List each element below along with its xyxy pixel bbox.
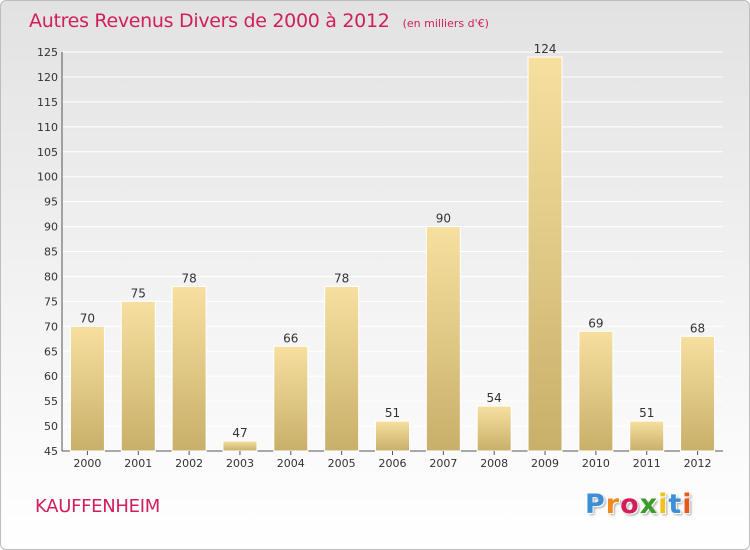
y-tick-label: 50 (44, 420, 58, 433)
logo-letter: r (605, 489, 621, 520)
data-label: 75 (131, 286, 146, 300)
data-label: 124 (534, 42, 557, 56)
bar (578, 330, 614, 452)
bar (629, 420, 665, 452)
x-tick-label: 2009 (531, 457, 559, 470)
y-tick-label: 115 (37, 96, 58, 109)
y-tick-label: 95 (44, 196, 58, 209)
y-tick-label: 105 (37, 146, 58, 159)
data-label: 51 (639, 406, 654, 420)
data-label: 70 (80, 311, 95, 325)
data-label: 47 (232, 426, 247, 440)
data-label: 68 (690, 321, 705, 335)
bar (273, 345, 309, 452)
logo-letter: P (585, 489, 606, 520)
location-label: KAUFFENHEIM (35, 496, 160, 517)
x-tick-label: 2012 (684, 457, 712, 470)
y-tick-label: 110 (37, 121, 58, 134)
y-tick-label: 85 (44, 246, 58, 259)
proxiti-logo: Proxiti (585, 489, 693, 520)
y-tick-label: 70 (44, 320, 58, 333)
logo-letter: x (639, 489, 659, 520)
unit-label: (en milliers d'€) (402, 17, 489, 30)
x-tick-label: 2006 (379, 457, 407, 470)
y-tick-label: 65 (44, 345, 58, 358)
logo-letter: i (658, 489, 669, 520)
x-tick-label: 2004 (277, 457, 305, 470)
x-tick-label: 2000 (73, 457, 101, 470)
y-tick-label: 100 (37, 171, 58, 184)
data-label: 78 (181, 271, 196, 285)
chart-title: Autres Revenus Divers de 2000 à 2012 (en… (29, 10, 489, 32)
title-text: Autres Revenus Divers de 2000 à 2012 (29, 10, 390, 32)
y-tick-label: 60 (44, 370, 58, 383)
x-tick-label: 2011 (633, 457, 661, 470)
y-tick-label: 125 (37, 46, 58, 59)
x-tick-label: 2003 (226, 457, 254, 470)
bar (476, 405, 512, 452)
bar (425, 226, 461, 452)
logo-letter: t (668, 489, 683, 520)
bar (375, 420, 410, 452)
x-tick-label: 2005 (328, 457, 356, 470)
bar (222, 440, 258, 452)
y-tick-label: 120 (37, 71, 58, 84)
y-tick-label: 75 (44, 295, 58, 308)
x-tick-label: 2007 (429, 457, 457, 470)
bar (680, 335, 716, 452)
bar (69, 325, 105, 452)
y-tick-label: 80 (44, 270, 58, 283)
x-tick-label: 2001 (124, 457, 152, 470)
y-tick-label: 45 (44, 445, 58, 458)
bar (324, 285, 360, 452)
logo-letter: i (682, 489, 693, 520)
data-label: 51 (385, 406, 400, 420)
y-tick-label: 90 (44, 221, 58, 234)
x-tick-label: 2002 (175, 457, 203, 470)
data-label: 69 (588, 316, 603, 330)
data-label: 54 (487, 391, 502, 405)
x-tick-label: 2010 (582, 457, 610, 470)
y-tick-label: 55 (44, 395, 58, 408)
logo-letter: o (620, 489, 640, 520)
bar (171, 285, 207, 452)
bar (527, 56, 563, 452)
x-tick-label: 2008 (480, 457, 508, 470)
bar (120, 300, 156, 452)
data-label: 90 (436, 212, 451, 226)
data-label: 66 (283, 331, 298, 345)
data-label: 78 (334, 271, 349, 285)
